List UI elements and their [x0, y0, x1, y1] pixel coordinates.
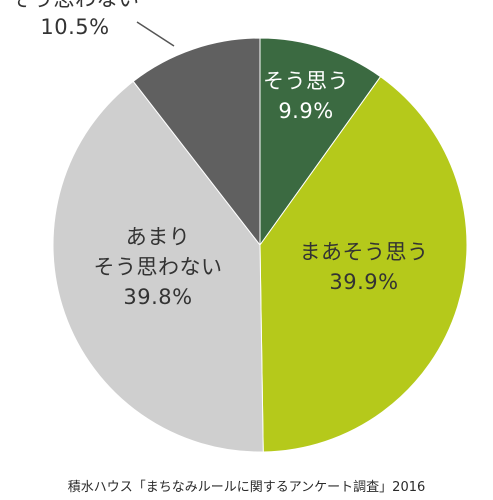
slice-label-line: 39.8% [123, 285, 192, 309]
leader-line-sou-omowanai [136, 21, 175, 47]
pie-slice-amari-sou-omowanai [52, 80, 264, 453]
pie-slices [52, 37, 468, 453]
slice-label-sou-omou: そう思う 9.9% [263, 69, 349, 123]
slice-labels: そう思う9.9%まあそう思う39.9%あまりそう思わない39.8%そう思わない1… [11, 0, 429, 309]
slice-label-maa-sou-omou: まあそう思う 39.9% [300, 240, 429, 294]
pie-slice-sou-omowanai [132, 37, 261, 247]
slice-label-line: 9.9% [278, 99, 333, 123]
slice-label-line: 39.9% [329, 270, 398, 294]
pie-slice-sou-omou [259, 37, 382, 247]
slice-label-sou-omowanai: そう思わない 10.5% [11, 0, 140, 39]
pie-slice-maa-sou-omou [259, 76, 468, 453]
slice-label-line: そう思わない [11, 0, 140, 11]
slice-label-amari-sou-omowanai: あまりそう思わない 39.8% [94, 225, 223, 309]
slice-label-line: まあそう思う [300, 240, 429, 264]
slice-label-line: あまり [126, 225, 191, 249]
source-caption: 積水ハウス「まちなみルールに関するアンケート調査」2016 [67, 480, 426, 495]
slice-label-line: そう思わない [94, 255, 223, 279]
slice-label-line: 10.5% [40, 15, 109, 39]
slice-label-line: そう思う [263, 69, 349, 93]
leader-lines [136, 21, 175, 47]
